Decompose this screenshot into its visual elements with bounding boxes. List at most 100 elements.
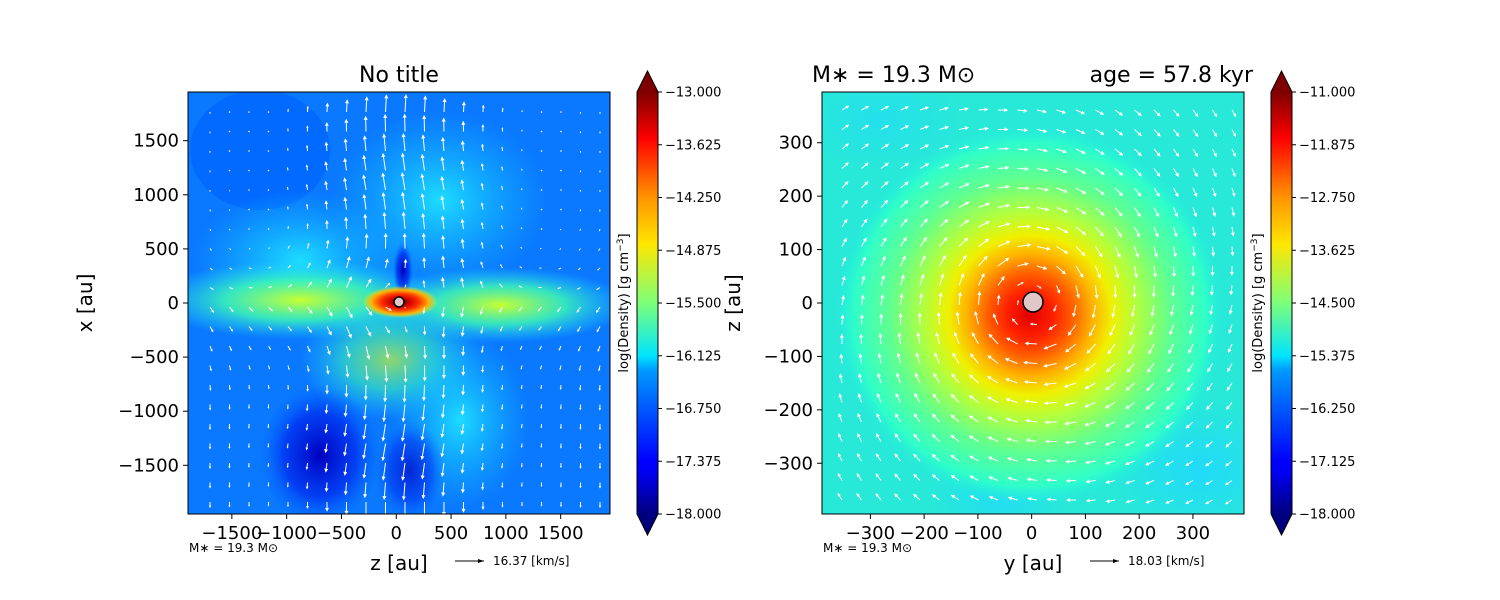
velocity-arrow-head [401,133,406,138]
colorbar-tick-label: −14.875 [665,244,721,259]
velocity-arrow-head [383,516,387,520]
velocity-arrow-head [480,467,484,471]
velocity-arrow [1086,382,1096,389]
velocity-arrow-head [325,102,330,107]
velocity-arrow-head [1205,443,1210,448]
velocity-arrow-head [520,348,522,351]
velocity-arrow-head [441,255,446,260]
velocity-arrow-head [1085,498,1090,503]
velocity-arrow-head [1166,386,1171,392]
velocity-arrow-head [862,256,866,261]
velocity-arrow-head [965,164,970,169]
y-tick-label: −1500 [118,455,179,476]
velocity-arrow-head [924,181,930,186]
velocity-arrow [978,203,989,208]
velocity-arrow-head [481,369,485,374]
velocity-arrow [1107,363,1116,371]
velocity-arrow-head [501,127,504,129]
velocity-arrow [267,130,270,133]
velocity-arrow-head [902,236,907,242]
velocity-arrow-head [229,348,232,352]
velocity-arrow-head [521,207,522,209]
velocity-arrow [1089,324,1096,335]
velocity-arrow-head [521,109,523,111]
velocity-arrow-head [1185,462,1190,467]
velocity-arrow-head [540,387,543,390]
x-tick-label: 200 [1122,523,1156,544]
velocity-arrow [402,135,406,152]
velocity-arrow-head [1000,276,1005,281]
velocity-arrow-head [964,145,970,150]
velocity-arrow [919,257,925,267]
velocity-arrow-head [904,125,910,129]
velocity-arrow-head [305,203,309,206]
y-tick-label: 100 [779,240,813,261]
velocity-arrow-head [208,505,212,509]
velocity-arrow-head [324,410,329,415]
velocity-arrow-head [286,426,289,430]
velocity-arrow-head [537,308,541,312]
velocity-arrow-head [1194,172,1198,178]
velocity-arrow-head [420,455,425,461]
velocity-arrow-head [985,145,990,150]
velocity-arrow-head [209,388,212,391]
velocity-arrow-head [367,332,372,337]
velocity-arrow [423,235,425,249]
velocity-arrow-head [286,167,289,169]
velocity-arrow-head [1231,192,1236,197]
velocity-arrow-head [1006,437,1011,442]
velocity-arrow [423,384,425,399]
velocity-arrow [422,136,425,152]
velocity-arrow-head [579,505,582,508]
velocity-arrow-head [1206,386,1211,392]
velocity-arrow [442,257,445,269]
velocity-arrow-head [368,311,373,316]
velocity-arrow [267,228,270,230]
velocity-arrow-head [1081,150,1086,154]
velocity-arrow [346,258,350,269]
velocity-arrow-head [1135,253,1140,259]
velocity-arrow-head [1125,386,1131,391]
velocity-arrow-head [1104,441,1110,446]
velocity-arrow-head [924,106,929,111]
velocity-arrow-head [985,202,991,207]
velocity-arrow [344,423,347,435]
velocity-arrow-head [1043,148,1048,153]
velocity-arrow-head [501,505,504,508]
right-upper-left-cyan-region [822,92,960,170]
velocity-arrow-head [1124,442,1130,447]
velocity-arrow-head [1211,252,1216,257]
velocity-arrow-head [324,141,329,146]
velocity-arrow [958,256,966,267]
velocity-arrow [382,155,386,171]
velocity-arrow-head [1205,424,1210,429]
velocity-arrow [228,150,231,152]
velocity-arrow-head [1026,224,1031,229]
velocity-arrow-head [1081,190,1087,195]
velocity-arrow-head [1027,243,1032,248]
velocity-arrow-head [1172,253,1177,258]
velocity-arrow-head [580,171,581,173]
velocity-arrow-head [421,232,426,237]
velocity-arrow-head [578,348,581,352]
velocity-arrow-head [914,372,919,378]
velocity-arrow-head [440,176,445,181]
velocity-arrow-head [1154,233,1159,238]
velocity-arrow [382,174,386,191]
velocity-arrow-head [1212,192,1217,198]
velocity-arrow [1025,362,1038,364]
colorbar-tick-label: −14.500 [1299,297,1355,312]
velocity-arrow [404,365,407,381]
velocity-arrow [363,196,367,210]
velocity-arrow-head [1145,480,1150,485]
velocity-arrow-head [1097,274,1101,279]
velocity-arrow [1087,343,1096,353]
velocity-arrow [978,293,980,306]
velocity-arrow-head [987,436,993,441]
velocity-arrow-head [580,152,581,153]
velocity-arrow [1027,420,1038,423]
velocity-arrow [248,111,250,113]
velocity-arrow-head [401,211,406,216]
velocity-arrow [228,130,231,133]
velocity-arrow [1008,418,1018,423]
